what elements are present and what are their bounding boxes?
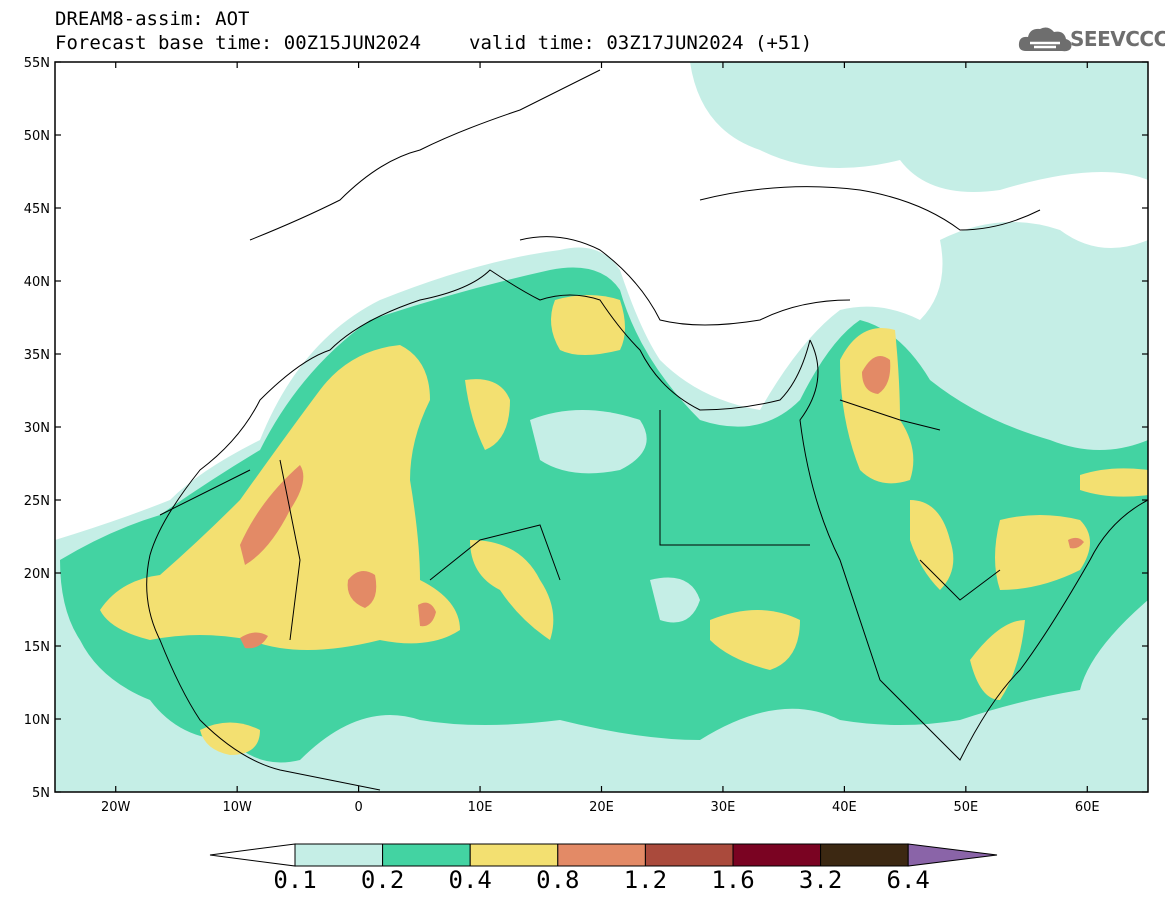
lat-tick-label: 25N [24,494,50,509]
lon-tick-label: 50E [953,800,978,815]
colorbar-label: 0.8 [536,866,580,894]
cloud-icon [1018,27,1072,52]
lat-tick-label: 30N [24,421,50,436]
colorbar-bin [469,843,559,867]
aot-level-0.4-gulf [1080,468,1148,497]
lon-tick-label: 10W [222,800,252,815]
aot-level-0.4-saudi [910,500,954,590]
time-info: Forecast base time: 00Z15JUN2024 valid ti… [55,32,812,54]
colorbar-label: 1.2 [623,866,668,894]
lat-tick-label: 50N [24,129,50,144]
colorbar-label: 6.4 [886,866,930,894]
valid-time: valid time: 03Z17JUN2024 (+51) [469,32,813,54]
colorbar-bin [732,843,822,867]
lat-tick-label: 40N [24,275,50,290]
aot-level-0.1-libya [530,410,647,474]
colorbar-bin [382,843,471,867]
seevccc-logo: SEEVCCC [1016,22,1165,56]
lat-tick-label: 35N [24,348,50,363]
lat-tick-label: 15N [24,640,50,655]
aot-level-0.8-niger [418,602,436,627]
title: DREAM8-assim: AOT [55,8,250,30]
lat-tick-label: 5N [32,786,50,801]
aot-level-0.8-mauritania [240,465,304,565]
lon-tick-label: 10E [468,800,493,815]
aot-level-0.4-chad [470,540,554,640]
aot-level-0.8-senegal [240,632,268,649]
aot-field [55,62,1148,792]
aot-level-0.1-sudan [650,577,700,623]
colorbar-under [209,843,296,867]
aot-level-0.4-oman [995,515,1090,590]
lat-tick-label: 20N [24,567,50,582]
aot-level-0.1-north [690,62,1148,192]
colorbar-label: 0.1 [273,866,317,894]
colorbar-label: 0.2 [360,866,405,894]
aot-level-0.4-tunisia [465,379,510,450]
aot-level-0.8-iraq [862,356,891,394]
aot-level-0.8-oman [1068,537,1084,549]
lat-tick-label: 45N [24,202,50,217]
colorbar-bin [557,843,646,867]
aot-level-0.4-yemen [970,620,1025,700]
logo-text: SEEVCCC [1070,27,1165,51]
aot-level-0.8-mali [347,571,377,608]
aot-level-0.4-iraq [840,328,914,484]
colorbar-bin [294,843,384,867]
colorbar-bin [644,843,734,867]
colorbar-bin [820,843,909,867]
colorbar-label: 1.6 [711,866,755,894]
colorbar-label: 0.4 [448,866,492,894]
lon-tick-label: 30E [711,800,736,815]
lon-tick-label: 40E [832,800,857,815]
aot-level-0.4-guinea [200,722,260,755]
coastlines [146,69,1148,791]
lat-tick-label: 10N [24,713,50,728]
lon-tick-label: 20E [589,800,614,815]
lon-tick-label: 0 [354,800,362,815]
base-time: Forecast base time: 00Z15JUN2024 [55,32,422,54]
colorbar-over [907,843,998,867]
lat-tick-label: 55N [24,56,50,71]
lon-tick-label: 20W [101,800,131,815]
colorbar-label: 3.2 [798,866,843,894]
axis-ticks: 55N 50N 45N 40N 35N 30N 25N 20N 15N 10N 5N 20W 10W 0 1… [24,56,1148,815]
lon-tick-label: 60E [1075,800,1100,815]
aot-level-0.4-sudan [710,610,800,670]
